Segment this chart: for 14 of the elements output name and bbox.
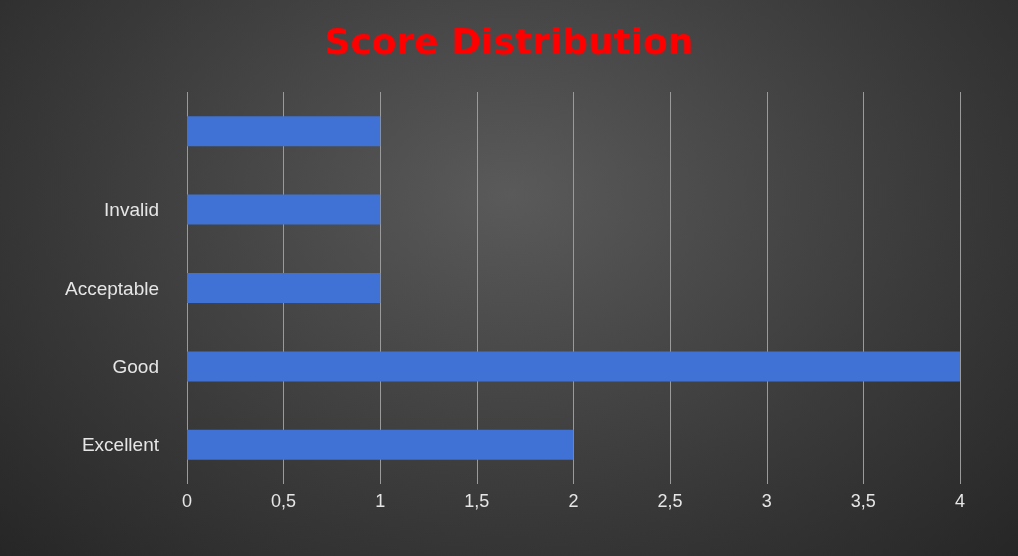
chart-title: Score Distribution <box>324 20 694 62</box>
x-tick-label: 3 <box>761 491 772 511</box>
x-tick-label: 3,5 <box>850 491 876 511</box>
y-tick-label: Good <box>112 355 159 377</box>
x-tick-label: 1,5 <box>464 491 490 511</box>
y-tick-label: Acceptable <box>64 277 159 299</box>
x-tick-label: 4 <box>954 491 966 511</box>
x-tick-label: 2,5 <box>657 491 683 511</box>
y-tick-label: Excellent <box>81 434 160 456</box>
x-tick-label: 0,5 <box>271 491 297 511</box>
x-tick-label: 2 <box>568 491 579 511</box>
x-tick-label: 0 <box>181 491 193 511</box>
y-tick-label: Invalid <box>104 199 159 221</box>
x-tick-label: 1 <box>375 491 386 511</box>
